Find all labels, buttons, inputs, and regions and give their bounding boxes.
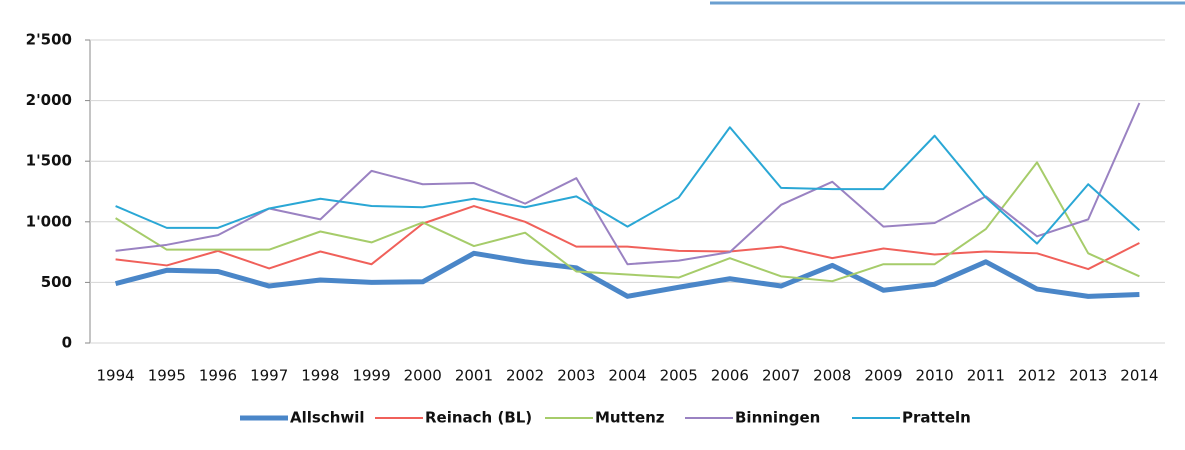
y-tick-label: 500 [41,273,72,291]
series-line [115,161,1140,283]
x-tick-label: 2014 [1120,367,1158,385]
y-tick-label: 2'500 [26,31,72,49]
x-tick-label: 2009 [864,367,902,385]
legend-label: Binningen [735,409,820,427]
x-tick-label: 2007 [762,367,800,385]
x-tick-label: 2001 [455,367,493,385]
legend-label: Reinach (BL) [425,409,532,427]
y-tick-label: 0 [62,334,72,352]
x-tick-label: 2010 [916,367,954,385]
series-line [115,102,1141,266]
x-tick-label: 2013 [1069,367,1107,385]
y-tick-label: 2'000 [26,91,72,109]
x-tick-label: 2005 [660,367,698,385]
x-tick-label: 2003 [557,367,595,385]
x-tick-label: 1998 [301,367,339,385]
x-tick-label: 1999 [352,367,390,385]
x-tick-label: 1997 [250,367,288,385]
x-tick-label: 1995 [148,367,186,385]
x-tick-label: 1994 [97,367,135,385]
legend-label: Allschwil [290,409,365,427]
y-tick-label: 1'500 [26,152,72,170]
x-tick-label: 2004 [608,367,646,385]
legend-label: Pratteln [902,409,971,427]
series-line [114,250,1140,299]
x-tick-label: 2000 [404,367,442,385]
x-tick-label: 2008 [813,367,851,385]
y-tick-label: 1'000 [26,212,72,230]
x-tick-label: 2011 [967,367,1005,385]
series-line [115,126,1141,245]
x-tick-label: 2006 [711,367,749,385]
series-line [115,205,1140,271]
x-tick-label: 2002 [506,367,544,385]
x-tick-label: 2012 [1018,367,1056,385]
x-tick-label: 1996 [199,367,237,385]
legend-label: Muttenz [595,409,665,427]
